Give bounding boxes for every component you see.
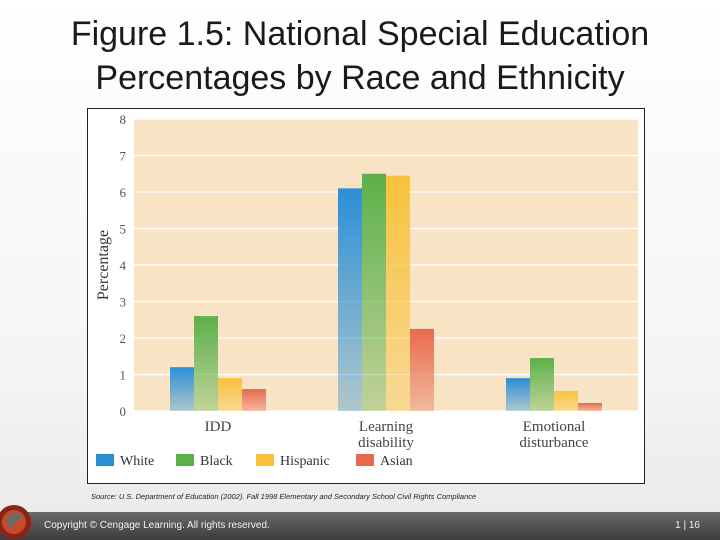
legend-label-black: Black: [200, 454, 233, 469]
source-line-1: Source: U.S. Department of Education (20…: [91, 492, 477, 501]
bar-asian: [242, 389, 266, 411]
x-tick-label: IDD: [205, 419, 232, 435]
x-tick-label: disturbance: [519, 435, 588, 451]
y-tick-label: 2: [120, 331, 127, 346]
y-tick-label: 0: [120, 404, 127, 419]
bar-chart: 0 1 2 3 4 5 6 7 8 Percentage IDD Learningdisability…: [95, 112, 638, 469]
footer-bar: [0, 512, 720, 540]
bar-hispanic: [218, 378, 242, 411]
publisher-logo-icon: [0, 505, 31, 539]
legend-label-hispanic: Hispanic: [280, 454, 330, 469]
slide-title-line-1: Figure 1.5: National Special Education: [70, 15, 650, 53]
x-tick-label: disability: [358, 435, 414, 451]
slide-title: Figure 1.5: National Special Education P…: [20, 12, 700, 100]
x-tick-label: Learning: [359, 419, 414, 435]
y-tick-label: 3: [120, 295, 127, 310]
y-tick-label: 4: [120, 258, 127, 273]
legend-swatch-hispanic: [256, 454, 274, 466]
figure-frame: 0 1 2 3 4 5 6 7 8 Percentage IDD Learning disability…: [87, 108, 645, 484]
bar-black: [530, 358, 554, 411]
legend-swatch-black: [176, 454, 194, 466]
page-number: 1 | 16: [675, 520, 700, 531]
y-axis-label: Percentage: [95, 230, 112, 300]
x-tick-label: Emotional: [523, 419, 586, 435]
bar-hispanic: [386, 175, 410, 411]
legend-label-asian: Asian: [380, 454, 413, 469]
bar-asian: [578, 402, 602, 411]
y-tick-label: 7: [120, 149, 127, 164]
y-tick-label: 6: [120, 185, 127, 200]
y-tick-label: 5: [120, 222, 127, 237]
y-tick-label: 8: [120, 112, 127, 127]
legend-swatch-white: [96, 454, 114, 466]
y-tick-label: 1: [120, 368, 127, 383]
bar-white: [506, 378, 530, 411]
footer-copyright: Copyright © Cengage Learning. All rights…: [44, 520, 270, 531]
bar-white: [338, 188, 362, 411]
legend-label-white: White: [120, 454, 154, 469]
slide-title-line-2: Percentages by Race and Ethnicity: [95, 59, 625, 97]
bar-black: [362, 173, 386, 411]
bar-hispanic: [554, 390, 578, 411]
bar-black: [194, 316, 218, 411]
bar-white: [170, 367, 194, 411]
bar-asian: [410, 328, 434, 411]
legend-swatch-asian: [356, 454, 374, 466]
